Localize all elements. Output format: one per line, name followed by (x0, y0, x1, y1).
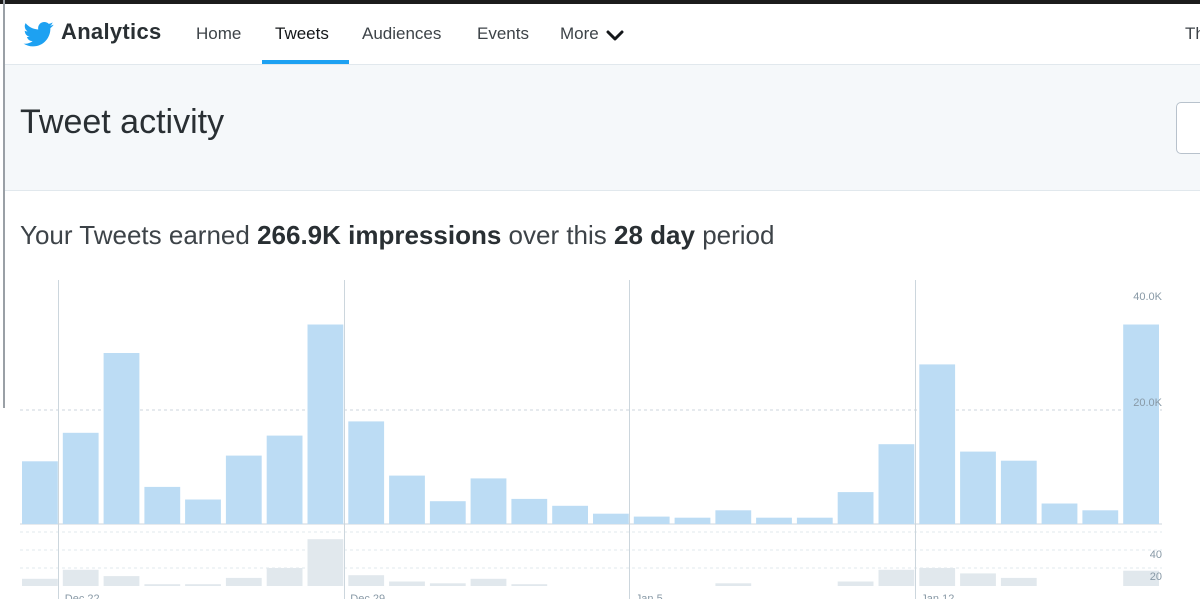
impressions-bar[interactable] (1041, 503, 1078, 525)
ytick-label-lower-20: 20 (1150, 571, 1162, 583)
engagement-bar[interactable] (62, 569, 99, 586)
ytick-label-40k: 40.0K (1133, 291, 1162, 303)
engagement-bar[interactable] (470, 578, 507, 586)
engagement-bar[interactable] (837, 581, 874, 587)
window-left-border (3, 0, 5, 408)
chevron-down-icon[interactable] (606, 30, 624, 42)
impressions-bar[interactable] (552, 505, 588, 524)
nav-tweets[interactable]: Tweets (275, 24, 329, 43)
engagement-bar[interactable] (266, 568, 303, 586)
impressions-bar[interactable] (1123, 324, 1159, 525)
impressions-bar[interactable] (511, 498, 548, 524)
impressions-bars (22, 324, 1159, 525)
impressions-bar[interactable] (796, 517, 833, 524)
engagement-bars (22, 539, 1159, 586)
nav-right-item[interactable]: Th (1185, 24, 1200, 43)
impressions-bar[interactable] (715, 510, 752, 524)
page-header: Tweet activity (5, 65, 1200, 191)
engagement-bar[interactable] (389, 581, 425, 587)
impressions-bar[interactable] (348, 421, 385, 524)
impressions-total: 266.9K impressions (257, 220, 502, 250)
top-navigation: Analytics Home Tweets Audiences Events M… (5, 4, 1200, 65)
impressions-bar[interactable] (960, 451, 996, 524)
impressions-bar[interactable] (919, 364, 956, 524)
engagement-bar[interactable] (348, 575, 385, 586)
engagement-bar[interactable] (144, 584, 181, 586)
impressions-bar[interactable] (1000, 460, 1037, 524)
impressions-bar[interactable] (266, 435, 303, 524)
engagement-bar[interactable] (22, 578, 58, 586)
engagement-bar[interactable] (1000, 577, 1037, 586)
impressions-chart: 40.0K 20.0K 40 20 Dec 22 Dec 29 Jan 5 Jan 12 (20, 280, 1163, 599)
summary-prefix: Your Tweets earned (20, 220, 258, 250)
xtick-label: Jan 12 (921, 593, 954, 599)
engagement-bar[interactable] (429, 583, 466, 586)
chart-axis-labels: 40.0K 20.0K 40 20 Dec 22 Dec 29 Jan 5 Jan 12 (65, 291, 1163, 599)
impressions-bar[interactable] (674, 517, 711, 524)
summary-middle: over this (501, 220, 615, 250)
impressions-bar[interactable] (837, 492, 874, 524)
impressions-bar[interactable] (633, 516, 670, 524)
engagement-bar[interactable] (878, 569, 915, 586)
engagement-bar[interactable] (511, 584, 548, 586)
active-tab-indicator (262, 60, 349, 64)
impressions-summary: Your Tweets earned 266.9K impressions ov… (20, 220, 774, 251)
xtick-label: Dec 29 (350, 593, 385, 599)
nav-audiences[interactable]: Audiences (362, 24, 442, 43)
impressions-bar[interactable] (429, 501, 466, 524)
nav-events[interactable]: Events (477, 24, 529, 43)
nav-home[interactable]: Home (196, 24, 242, 43)
chart-gridlines (20, 280, 1162, 599)
summary-suffix: period (694, 220, 775, 250)
impressions-bar[interactable] (22, 461, 58, 524)
analytics-brand[interactable]: Analytics (61, 19, 162, 44)
impressions-bar[interactable] (144, 486, 181, 524)
xtick-label: Jan 5 (636, 593, 663, 599)
engagement-bar[interactable] (1123, 570, 1159, 586)
impressions-bar[interactable] (103, 353, 140, 524)
engagement-bar[interactable] (715, 583, 752, 586)
impressions-bar[interactable] (62, 432, 99, 524)
engagement-bar[interactable] (960, 573, 996, 586)
twitter-bird-icon[interactable] (22, 19, 56, 49)
nav-more[interactable]: More (560, 24, 599, 43)
engagement-bar[interactable] (103, 576, 140, 586)
impressions-bar[interactable] (878, 444, 915, 524)
impressions-bar[interactable] (185, 499, 221, 525)
impressions-bar[interactable] (389, 475, 425, 524)
impressions-bar[interactable] (307, 324, 344, 525)
top-border (0, 0, 1200, 4)
xtick-label: Dec 22 (65, 593, 100, 599)
export-button[interactable] (1176, 102, 1200, 154)
impressions-bar[interactable] (756, 517, 792, 524)
impressions-bar[interactable] (225, 455, 262, 524)
impressions-bar[interactable] (1082, 510, 1119, 524)
engagement-bar[interactable] (919, 568, 956, 586)
engagement-bar[interactable] (225, 577, 262, 586)
ytick-label-lower-40: 40 (1150, 549, 1162, 561)
engagement-bar[interactable] (185, 584, 221, 586)
impressions-bar[interactable] (593, 513, 629, 524)
page-title: Tweet activity (20, 103, 225, 141)
period-length: 28 day (614, 220, 695, 250)
impressions-bar[interactable] (470, 478, 507, 524)
engagement-bar[interactable] (307, 539, 344, 586)
ytick-label-20k: 20.0K (1133, 397, 1162, 409)
